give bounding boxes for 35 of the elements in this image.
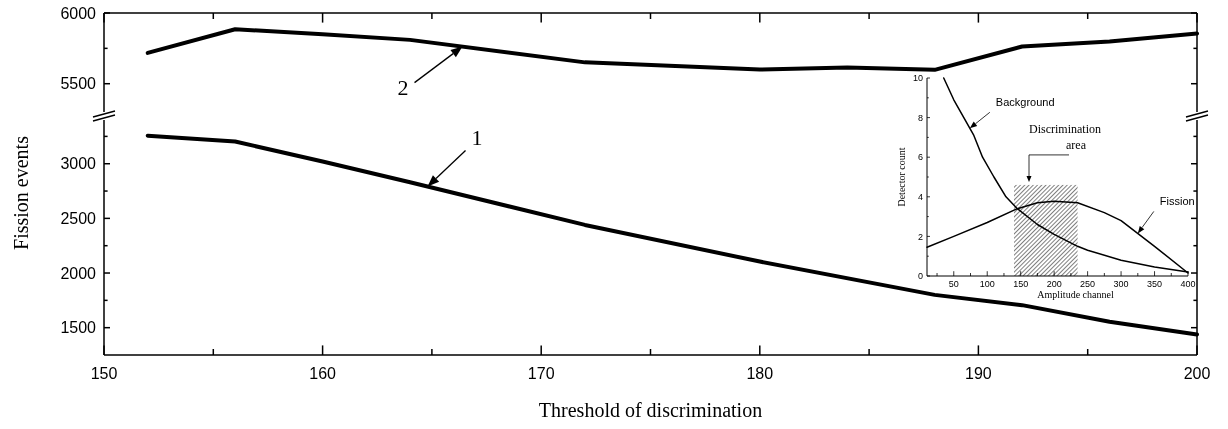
y-axis-title: Detector count [896, 147, 907, 207]
y-tick-label: 5500 [60, 75, 97, 93]
x-tick-label: 350 [1147, 279, 1163, 289]
x-tick-label: 250 [1080, 279, 1096, 289]
y-tick-label: 2 [917, 231, 923, 242]
x-tick-label: 170 [527, 365, 555, 382]
x-tick-label: 50 [948, 279, 959, 289]
y-tick-label: 6 [917, 152, 923, 163]
x-axis-title: Threshold of discrimination [538, 399, 763, 421]
y-tick-label: 0 [917, 271, 923, 282]
x-tick-label: 200 [1183, 365, 1211, 382]
x-tick-label: 160 [309, 365, 337, 382]
x-tick-label: 150 [90, 365, 118, 382]
band-label: Discrimination area [1029, 121, 1101, 152]
x-tick-label: 400 [1180, 279, 1196, 289]
x-tick-label: 150 [1013, 279, 1029, 289]
text: Background [995, 96, 1055, 109]
text: Fission [1159, 195, 1195, 208]
y-tick-label: 6000 [60, 4, 97, 22]
y-tick-label: 3000 [60, 155, 97, 173]
y-tick-label: 2000 [60, 264, 97, 282]
x-tick-label: 190 [965, 365, 992, 382]
x-tick-label: 300 [1113, 279, 1129, 289]
x-tick-label: 200 [1046, 279, 1062, 289]
text: 1 [471, 124, 483, 150]
y-tick-label: 2500 [60, 209, 97, 227]
series-label: 2 [397, 74, 409, 100]
y-tick-label: 4 [917, 191, 923, 202]
x-tick-label: 100 [979, 279, 995, 289]
y-tick-label: 8 [917, 112, 923, 123]
x-axis-title: Amplitude channel [1037, 289, 1114, 300]
y-tick-label: 10 [912, 73, 923, 84]
x-tick-label: 180 [746, 365, 774, 382]
y-tick-label: 1500 [60, 319, 97, 337]
y-axis-title: Fission events [10, 135, 32, 250]
